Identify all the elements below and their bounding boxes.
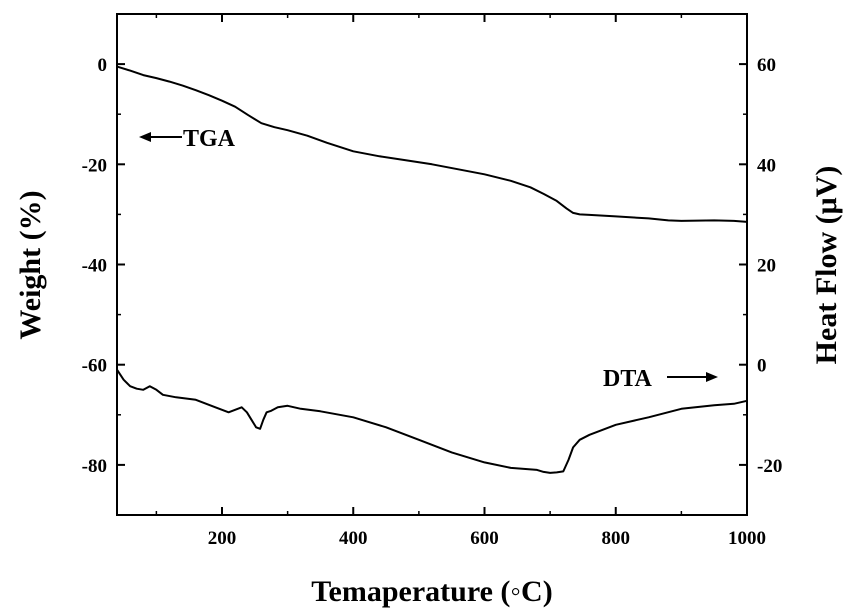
x-tick-label: 400 [339, 528, 368, 549]
tga-annotation: TGA [139, 126, 236, 152]
right-y-tick-label: 60 [757, 55, 776, 76]
right-y-axis-ticks: 60 40 20 0 -20 [739, 13, 782, 516]
left-y-axis-ticks: 0 -20 -40 -60 -80 [82, 13, 125, 516]
x-axis-ticks: 200 400 600 800 1000 [155, 14, 766, 549]
x-tick-label: 600 [470, 528, 499, 549]
tga-series-line [116, 65, 748, 223]
left-y-tick-label: -60 [82, 356, 107, 377]
series-layer [116, 65, 748, 474]
dta-annotation: DTA [603, 366, 718, 392]
dta-series-line [116, 369, 748, 474]
plot-frame [116, 13, 748, 516]
left-y-tick-label: -80 [82, 456, 107, 477]
right-y-tick-label: 40 [757, 155, 776, 176]
left-y-tick-label: -40 [82, 256, 107, 277]
tga-arrow-head [139, 132, 151, 142]
right-y-tick-label: 0 [757, 356, 767, 377]
right-y-tick-label: -20 [757, 456, 782, 477]
x-tick-label: 800 [602, 528, 631, 549]
x-tick-label: 1000 [728, 528, 766, 549]
dta-label: DTA [603, 366, 653, 392]
x-tick-label: 200 [208, 528, 237, 549]
right-y-tick-label: 20 [757, 256, 776, 277]
left-y-tick-label: -20 [82, 155, 107, 176]
right-y-axis-title: Heat Flow (μV) [810, 166, 843, 365]
left-y-tick-label: 0 [98, 55, 108, 76]
tga-label: TGA [183, 126, 236, 152]
dta-arrow-head [706, 372, 718, 382]
x-axis-title: Temaperature (◦C) [311, 575, 552, 608]
left-y-axis-title: Weight (%) [14, 190, 47, 339]
